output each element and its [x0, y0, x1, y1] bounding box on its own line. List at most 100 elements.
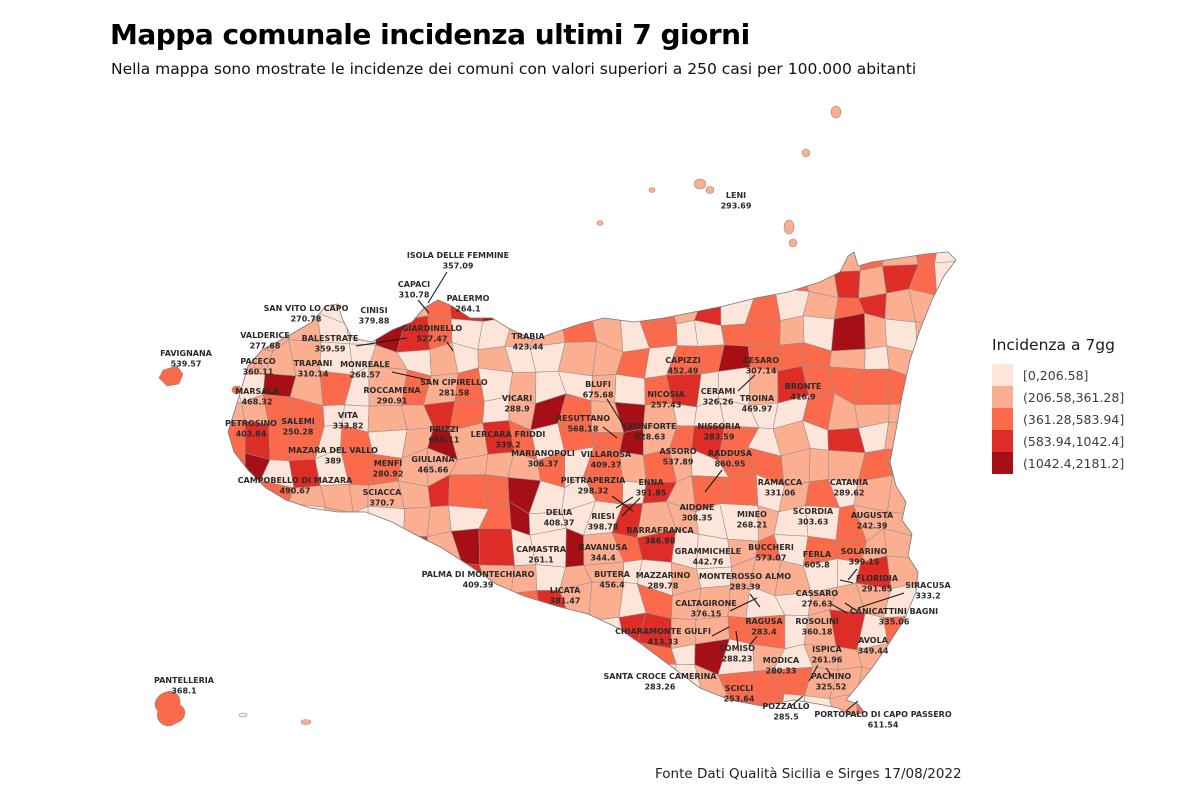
comune-region — [285, 252, 323, 271]
comune-region — [964, 586, 999, 616]
legend: Incidenza a 7gg [0,206.58] (206.58,361.28… — [992, 336, 1125, 474]
municipality-label: VITA 333.82 — [333, 411, 364, 431]
comune-region — [342, 690, 369, 716]
municipality-value: 291.65 — [862, 585, 893, 594]
comune-region — [228, 638, 243, 675]
municipality-name: MARSALA — [235, 387, 279, 396]
comune-region — [228, 591, 246, 614]
municipality-name: RAVANUSA — [579, 543, 629, 552]
municipality-value: 539.57 — [171, 360, 202, 369]
municipality-label: CAMASTRA 261.1 — [516, 545, 567, 565]
comune-region — [540, 615, 569, 651]
municipality-name: FERLA — [803, 550, 832, 559]
comune-region — [265, 719, 291, 749]
municipality-name: COMISO — [719, 644, 755, 653]
comune-region — [477, 642, 510, 670]
municipality-name: SANTA CROCE CAMERINA — [604, 672, 718, 681]
municipality-name: PALERMO — [447, 294, 490, 303]
comune-region — [887, 475, 915, 515]
comune-region — [936, 505, 956, 537]
island-shape — [693, 178, 707, 190]
comune-region — [935, 395, 956, 434]
municipality-label: AIDONE 308.35 — [680, 503, 715, 523]
municipality-name: BRONTE — [785, 382, 822, 391]
municipality-value: 283.4 — [751, 628, 777, 637]
municipality-label: PACHINO 325.52 — [811, 672, 852, 692]
comune-region — [292, 640, 326, 672]
municipality-value: 335.06 — [879, 618, 910, 627]
municipality-value: 298.32 — [578, 487, 609, 496]
municipality-value: 465.66 — [418, 466, 449, 475]
municipality-label: RAVANUSA 344.4 — [579, 543, 629, 563]
comune-region — [939, 719, 970, 757]
municipality-value: 360.11 — [243, 368, 274, 377]
comune-region — [206, 718, 240, 753]
comune-region — [477, 286, 515, 322]
municipality-value: 675.68 — [583, 391, 614, 400]
comune-region — [228, 555, 241, 594]
municipality-value: 456.4 — [599, 581, 625, 590]
municipality-value: 344.4 — [590, 554, 616, 563]
comune-region — [557, 341, 597, 377]
municipality-label: MODICA 280.33 — [763, 656, 800, 676]
municipality-value: 250.28 — [283, 428, 314, 437]
municipality-label: GIARDINELLO 527.47 — [402, 324, 463, 344]
municipality-name: VALDERICE — [240, 331, 290, 340]
comune-region — [611, 260, 643, 296]
comune-region — [261, 560, 293, 592]
comune-region — [503, 267, 540, 300]
municipality-name: CESARO — [743, 356, 779, 365]
legend-bin: (361.28,583.94] — [992, 408, 1124, 430]
comune-region — [938, 447, 956, 485]
comune-region — [456, 609, 488, 648]
municipality-label: NISSORIA 283.59 — [698, 422, 742, 442]
municipality-name: RADDUSA — [708, 449, 753, 458]
municipality-value: 409.39 — [463, 581, 494, 590]
comune-region — [425, 646, 459, 673]
municipality-name: SAN VITO LO CAPO — [264, 304, 349, 313]
comune-region — [882, 252, 919, 267]
municipality-name: VILLAROSA — [581, 450, 632, 459]
municipality-name: PALMA DI MONTECHIARO — [422, 570, 535, 579]
comune-region — [835, 721, 867, 755]
municipality-name: PRIZZI — [429, 425, 459, 434]
municipality-label: COMISO 288.23 — [719, 644, 755, 664]
comune-region — [348, 259, 375, 291]
comune-region — [695, 252, 727, 271]
legend-swatch — [992, 430, 1013, 452]
comune-region — [508, 642, 544, 675]
municipality-name: CAPIZZI — [665, 356, 701, 365]
comune-region — [421, 665, 460, 698]
municipality-name: CINISI — [360, 306, 387, 315]
municipality-value: 376.15 — [691, 610, 722, 619]
comune-region — [917, 665, 948, 705]
municipality-label: POZZALLO 285.5 — [762, 702, 809, 722]
municipality-value: 611.54 — [868, 721, 899, 730]
source-note: Fonte Dati Qualità Sicilia e Sirges 17/0… — [655, 766, 962, 782]
comune-region — [233, 674, 269, 705]
municipality-value: 290.91 — [377, 397, 408, 406]
comune-region — [450, 718, 478, 750]
comune-region — [238, 719, 271, 752]
comune-region — [616, 692, 648, 716]
comune-region — [397, 583, 423, 619]
comune-region — [590, 290, 621, 317]
comune-region — [476, 690, 509, 716]
municipality-name: CATANIA — [830, 478, 869, 487]
municipality-name: SOLARINO — [841, 547, 888, 556]
municipality-value: 253.64 — [724, 695, 755, 704]
municipality-name: MONTEROSSO ALMO — [699, 572, 791, 581]
municipality-label: SOLARINO 399.15 — [841, 547, 888, 567]
municipality-label: NICOSIA 257.43 — [647, 390, 685, 410]
comune-region — [291, 531, 325, 562]
municipality-name: VICARI — [502, 394, 532, 403]
municipality-value: 339.2 — [495, 441, 520, 450]
municipality-name: LEONFORTE — [623, 422, 676, 431]
municipality-value: 331.06 — [765, 489, 796, 498]
municipality-value: 285.5 — [773, 713, 799, 722]
municipality-label: CATANIA 289.62 — [830, 478, 869, 498]
municipality-label: VICARI 288.9 — [502, 394, 532, 414]
comune-region — [374, 646, 404, 676]
comune-region — [315, 267, 353, 291]
comune-region — [562, 697, 592, 716]
